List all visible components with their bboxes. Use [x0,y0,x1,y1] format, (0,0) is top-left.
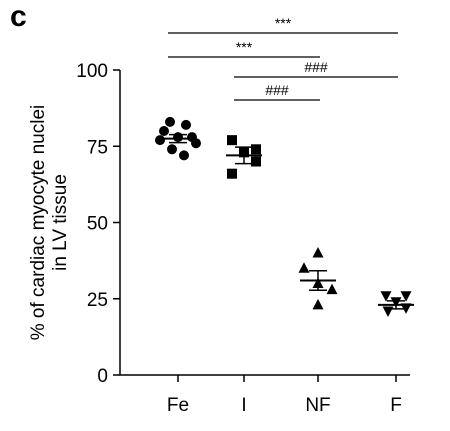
data-point [312,247,324,258]
data-point [400,303,412,314]
x-tick-label: Fe [167,395,189,416]
data-point [382,306,394,317]
data-point [179,150,189,161]
data-point [298,262,310,273]
significance-label: ### [304,59,328,75]
y-axis-title-line: in LV tissue [50,174,71,271]
significance-label: *** [275,15,292,31]
significance-label: *** [236,39,253,55]
x-tick-label: I [241,395,246,416]
y-tick-label: 50 [87,214,108,235]
data-point [251,156,261,167]
data-point [312,298,324,310]
data-point [251,144,261,155]
y-tick-label: 25 [87,290,108,311]
x-tick-label: NF [305,395,330,416]
data-point [155,135,165,146]
significance-label: ### [265,82,289,98]
y-tick-label: 0 [97,366,108,387]
data-point [227,135,237,146]
y-tick-label: 100 [76,61,108,82]
data-point [181,119,191,130]
y-axis-title-line: % of cardiac myocyte nuclei [28,105,49,341]
x-tick-label: F [390,395,402,416]
data-point [159,126,169,136]
panel-letter: c [10,0,27,33]
data-marks [155,116,414,317]
data-point [167,144,177,155]
axes: 0 25 50 75 100 Fe I NF F [76,61,410,416]
y-axis-title: % of cardiac myocyte nuclei in LV tissue [28,105,71,341]
data-point [165,116,175,127]
data-point [380,291,392,302]
data-point [227,168,237,179]
significance-brackets: *** *** ### ### [168,15,398,101]
data-point [400,291,412,302]
y-tick-label: 75 [87,137,108,158]
data-point [326,283,338,295]
data-point [191,138,201,149]
